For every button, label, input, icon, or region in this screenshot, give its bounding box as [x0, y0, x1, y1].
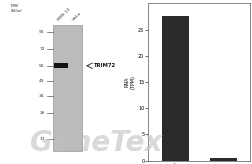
Text: 43: 43 [39, 79, 45, 83]
Y-axis label: RNA
(TPM): RNA (TPM) [124, 75, 135, 89]
Text: 72: 72 [39, 47, 45, 51]
Text: 26: 26 [39, 111, 45, 115]
Text: GeneTex: GeneTex [30, 129, 162, 157]
Bar [161, 16, 188, 161]
Bar [210, 158, 236, 161]
Bar [52, 25, 82, 151]
Text: HeLa: HeLa [72, 12, 82, 22]
Text: TRIM72: TRIM72 [93, 63, 115, 68]
Text: RMS 13: RMS 13 [57, 8, 71, 22]
Text: MW
(kDa): MW (kDa) [11, 4, 22, 13]
Bar [54, 63, 68, 69]
Text: 55: 55 [39, 64, 45, 68]
Text: 95: 95 [39, 30, 45, 34]
Text: 17: 17 [39, 137, 45, 141]
Text: 34: 34 [39, 94, 45, 98]
